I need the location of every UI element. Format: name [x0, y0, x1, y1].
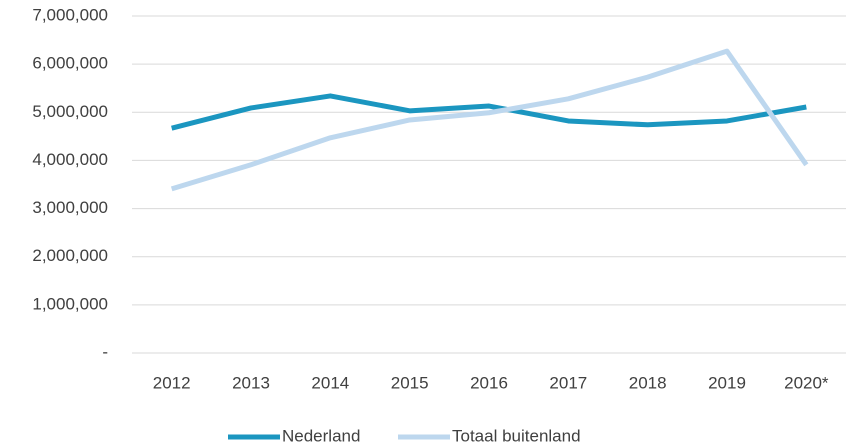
series-line [171, 93, 807, 131]
x-tick-label: 2016 [470, 373, 508, 392]
y-tick-label: 1,000,000 [32, 294, 108, 313]
series-line [170, 48, 809, 192]
x-tick-label: 2018 [629, 373, 667, 392]
x-tick-label: 2013 [232, 373, 270, 392]
legend-label: Totaal buitenland [452, 426, 581, 445]
y-tick-label: 3,000,000 [32, 198, 108, 217]
x-tick-label: 2017 [549, 373, 587, 392]
y-tick-label: 2,000,000 [32, 246, 108, 265]
x-tick-label: 2019 [708, 373, 746, 392]
y-tick-label: 5,000,000 [32, 102, 108, 121]
y-tick-label: 7,000,000 [32, 5, 108, 24]
x-tick-label: 2012 [153, 373, 191, 392]
x-tick-label: 2014 [311, 373, 349, 392]
y-tick-label: 4,000,000 [32, 150, 108, 169]
x-tick-label: 2015 [391, 373, 429, 392]
x-tick-label: 2020* [784, 373, 829, 392]
y-tick-label: - [102, 342, 108, 361]
y-tick-label: 6,000,000 [32, 54, 108, 73]
legend-label: Nederland [282, 426, 360, 445]
